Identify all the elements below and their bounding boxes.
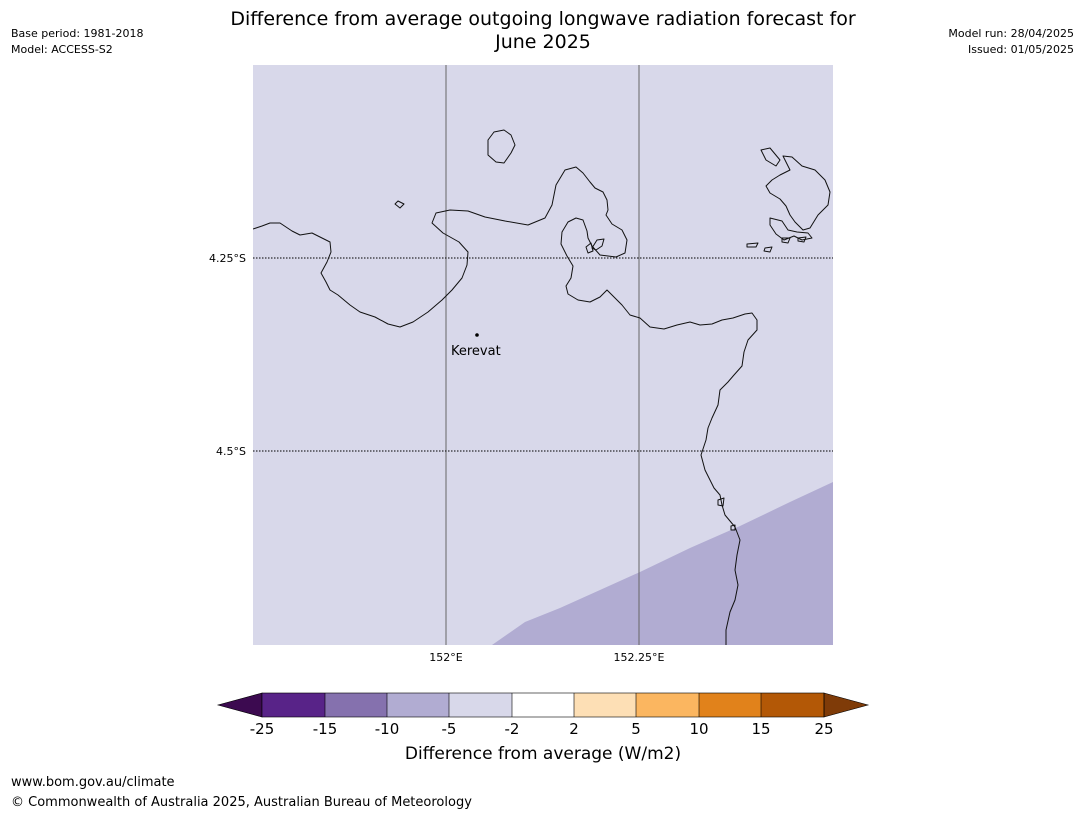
colorbar-segment <box>262 693 325 717</box>
title-line-2: June 2025 <box>495 31 591 53</box>
colorbar <box>216 692 870 718</box>
colorbar-tick-label: 10 <box>689 720 709 738</box>
issued-text: Issued: 01/05/2025 <box>967 43 1074 56</box>
colorbar-tick-label: 5 <box>631 720 641 738</box>
colorbar-segment <box>512 693 574 717</box>
place-label-kerevat: Kerevat <box>451 344 501 359</box>
forecast-metadata-right: Model run: 28/04/2025 Issued: 01/05/2025 <box>948 26 1074 58</box>
forecast-metadata-left: Base period: 1981-2018 Model: ACCESS-S2 <box>11 26 143 58</box>
colorbar-segment <box>387 693 449 717</box>
longitude-label: 152.25°E <box>614 651 665 664</box>
colorbar-segment <box>761 693 824 717</box>
colorbar-segment <box>699 693 761 717</box>
colorbar-title: Difference from average (W/m2) <box>404 744 682 764</box>
latitude-label: 4.25°S <box>209 252 246 265</box>
longitude-label: 152°E <box>429 651 462 664</box>
colorbar-tick-label: -15 <box>312 720 338 738</box>
colorbar-tick-label: 2 <box>569 720 579 738</box>
colorbar-dividers <box>324 693 762 717</box>
base-period-text: Base period: 1981-2018 <box>11 27 144 40</box>
page-title: Difference from average outgoing longwav… <box>183 8 903 54</box>
colorbar-tick-label: -2 <box>504 720 520 738</box>
colorbar-extend-low <box>216 692 263 718</box>
title-line-1: Difference from average outgoing longwav… <box>230 8 856 30</box>
footer-copyright: © Commonwealth of Australia 2025, Austra… <box>11 795 472 810</box>
colorbar-tick-label: -10 <box>374 720 400 738</box>
latitude-label: 4.5°S <box>216 445 246 458</box>
footer-url: www.bom.gov.au/climate <box>11 775 175 790</box>
colorbar-segment <box>449 693 512 717</box>
anomaly-region <box>492 482 833 645</box>
colorbar-outline <box>261 692 825 718</box>
colorbar-tick-label: 15 <box>751 720 771 738</box>
colorbar-tick-label: 25 <box>814 720 834 738</box>
model-run-text: Model run: 28/04/2025 <box>948 27 1074 40</box>
colorbar-segment <box>325 693 387 717</box>
colorbar-tick-label: -5 <box>441 720 457 738</box>
model-text: Model: ACCESS-S2 <box>11 43 113 56</box>
colorbar-segment <box>574 693 636 717</box>
colorbar-tick-label: -25 <box>249 720 275 738</box>
kerevat-marker <box>475 333 479 337</box>
colorbar-extend-high <box>823 692 870 718</box>
coastline <box>253 129 831 645</box>
colorbar-segment <box>636 693 699 717</box>
